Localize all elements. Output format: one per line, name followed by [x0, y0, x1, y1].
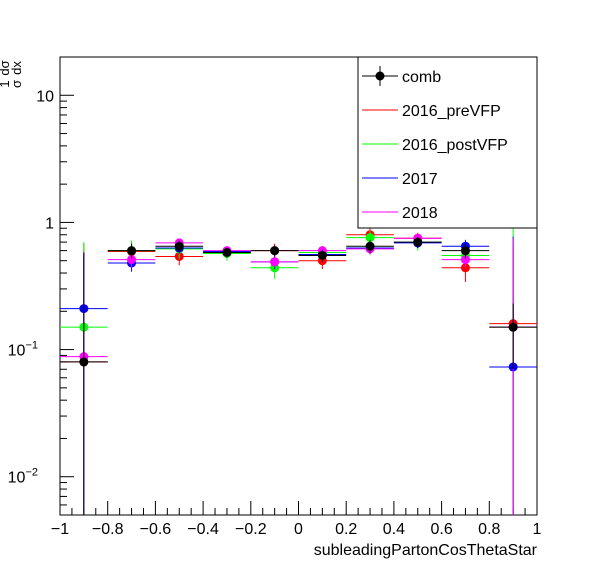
x-tick-label: −0.8 [92, 521, 124, 538]
y-label-dsigma: dσ [0, 60, 12, 75]
series-comb-point [413, 237, 423, 247]
x-tick-label: 0.8 [478, 521, 500, 538]
y-tick-label: 10−2 [8, 467, 38, 487]
y-label-sigma: σ [9, 80, 24, 88]
y-label-numerator: 1 [0, 80, 12, 87]
y-tick-label: 10 [36, 88, 54, 105]
x-tick-label: −0.2 [235, 521, 267, 538]
series-2018-point [460, 255, 470, 265]
x-tick-label: −1 [51, 521, 69, 538]
y-tick-label: 10−1 [8, 340, 38, 360]
x-axis-label: subleadingPartonCosThetaStar [314, 542, 538, 559]
x-tick-label: 0.4 [383, 521, 405, 538]
x-tick-labels: −1 −0.8 −0.6 −0.4 −0.2 0 0.2 0.4 0.6 0.8 1 [51, 521, 542, 538]
y-axis-label: 1 σ dσ dx [0, 60, 24, 88]
legend-comb-marker [375, 71, 385, 81]
x-tick-label: 0.2 [335, 521, 357, 538]
series-comb-point [317, 250, 327, 260]
legend-items: comb 2016_preVFP 2016_postVFP 2017 2018 [362, 66, 508, 222]
legend-2017-label: 2017 [402, 171, 438, 188]
series-2016_postVFP-point [365, 233, 375, 243]
legend: comb 2016_preVFP 2016_postVFP 2017 2018 [357, 56, 538, 229]
series-comb-point [222, 248, 232, 258]
legend-2016_postVFP-label: 2016_postVFP [402, 137, 508, 154]
legend-2018-label: 2018 [402, 205, 438, 222]
x-tick-label: 0.6 [430, 521, 452, 538]
series-comb-point [365, 241, 375, 251]
series-comb-point [460, 246, 470, 256]
x-tick-label: 0 [294, 521, 303, 538]
series-2018-point [127, 255, 137, 265]
y-label-dx: dx [9, 61, 24, 75]
series-comb-point [127, 246, 137, 256]
legend-comb-label: comb [402, 69, 441, 86]
series-comb-point [270, 246, 280, 256]
x-tick-label: −0.4 [187, 521, 219, 538]
series-comb-point [508, 322, 518, 332]
y-tick-label: 1 [45, 215, 54, 232]
legend-2016_preVFP-label: 2016_preVFP [402, 103, 501, 120]
series-comb-point [174, 241, 184, 251]
x-tick-label: −0.6 [140, 521, 172, 538]
legend-box [357, 56, 538, 229]
y-tick-labels: 10−2 10−1 1 10 [8, 88, 54, 486]
x-tick-label: 1 [533, 521, 542, 538]
data-marks [60, 225, 537, 515]
series-2018-point [270, 257, 280, 267]
series-comb-point [79, 357, 89, 367]
